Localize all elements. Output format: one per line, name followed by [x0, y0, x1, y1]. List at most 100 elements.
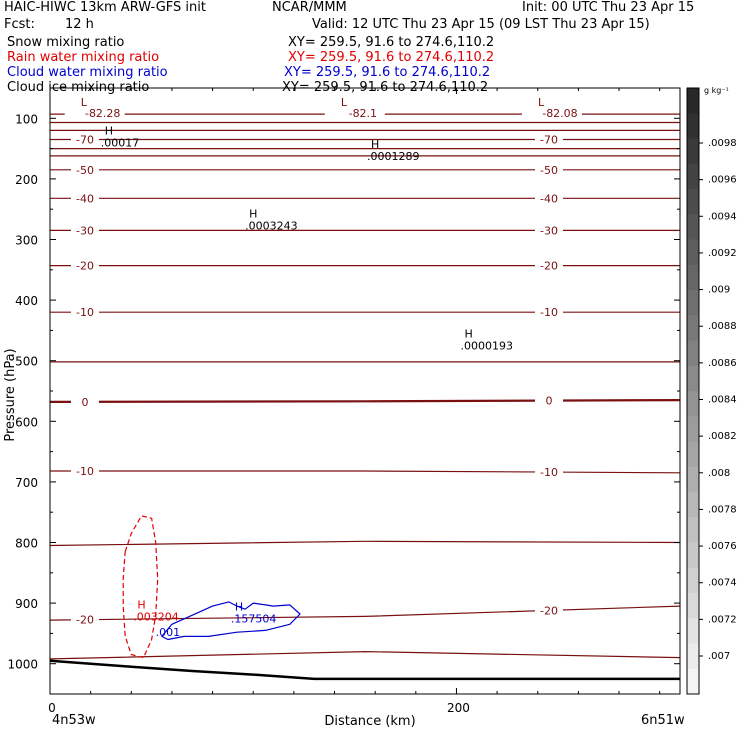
isotherm-label: -70: [76, 134, 94, 147]
isotherm-line: [50, 470, 681, 474]
colorbar-cell: [687, 441, 699, 468]
max-value: .0003243: [245, 220, 298, 233]
isotherm-label: -10: [540, 306, 558, 319]
min-value: -82.28: [85, 107, 120, 120]
y-tick-label: 1000: [7, 658, 38, 672]
terrain-line: [49, 659, 680, 681]
isotherm-line: [49, 650, 681, 660]
colorbar-label: .009: [708, 285, 730, 296]
min-value: -82.08: [542, 107, 577, 120]
colorbar-cell: [687, 340, 699, 367]
isotherm-label-bg: [71, 613, 99, 626]
isotherm-label: -30: [76, 224, 94, 237]
colorbar: g kg⁻¹ .0098 .0096 .0094 .0092 .009 .0088 .0086…: [686, 86, 737, 695]
isotherm-label: -10: [540, 466, 558, 479]
colorbar-label: .0078: [708, 504, 737, 515]
fcst-label: Fcst:: [4, 17, 35, 32]
title-left: HAIC-HIWC 13km ARW-GFS init: [4, 0, 206, 15]
colorbar-label: .0094: [708, 211, 737, 222]
min-marker: L: [538, 96, 545, 109]
min-label-bg: [521, 96, 582, 118]
colorbar-frame: [686, 87, 700, 695]
isotherm-label-bg: [535, 604, 563, 617]
field-xy-cloud-water: XY= 259.5, 91.6 to 274.6,110.2: [284, 65, 491, 80]
isotherm-label-bg: [535, 259, 563, 272]
field-xy-rain: XY= 259.5, 91.6 to 274.6,110.2: [288, 50, 495, 65]
isotherm-label: -30: [540, 224, 558, 237]
y-tick-label: 800: [15, 537, 38, 551]
colorbar-label: .0072: [708, 614, 737, 625]
max-value: .001: [156, 626, 181, 639]
isotherm-label-bg: [71, 224, 99, 237]
init-time: Init: 00 UTC Thu 23 Apr 15: [522, 0, 695, 15]
isotherm-label-bg: [71, 395, 99, 408]
isotherm-label-bg: [71, 192, 99, 205]
hydrometeor-contour-layer: [122, 515, 301, 659]
isotherm-label-bg: [71, 133, 99, 146]
colorbar-label: .007: [708, 651, 730, 662]
isotherm-label: -20: [540, 260, 558, 273]
x-axis-label: Distance (km): [324, 714, 415, 729]
colorbar-label: .0096: [708, 175, 737, 186]
colorbar-cell: [687, 492, 699, 518]
x-tick-label: 200: [447, 701, 470, 715]
isotherm-label-bg: [71, 306, 99, 319]
max-value: .0000193: [461, 340, 513, 353]
isotherm-label: 0: [546, 395, 553, 408]
colorbar-cell: [687, 416, 699, 442]
isotherm-label: -50: [76, 164, 94, 177]
isotherm-label: -70: [540, 134, 558, 147]
colorbar-label: .0084: [708, 395, 737, 406]
axis-layer: 100 200 300 400 500 600 700 800 900 1000 0 200 Dista…: [3, 88, 685, 729]
isotherm-line: [49, 605, 681, 621]
colorbar-cell: [687, 138, 699, 165]
colorbar-cell: [687, 290, 699, 316]
isotherm-label-bg: [71, 163, 99, 176]
field-label-rain: Rain water mixing ratio: [7, 50, 160, 65]
colorbar-label: .0082: [708, 431, 737, 442]
y-axis-label: Pressure (hPa): [3, 348, 18, 441]
isotherm-label-bg: [71, 464, 99, 477]
y-tick-label: 600: [15, 415, 38, 429]
colorbar-cell: [687, 214, 699, 240]
isotherm-label: -20: [540, 604, 558, 617]
colorbar-cell: [687, 567, 699, 594]
max-marker: H: [235, 600, 243, 613]
y-tick-label: 700: [15, 476, 38, 490]
colorbar-label: .0086: [708, 358, 737, 369]
fcst-value: 12 h: [65, 17, 94, 32]
max-marker: H: [249, 208, 257, 221]
min-marker: L: [341, 96, 348, 109]
colorbar-cell: [687, 163, 699, 190]
isotherm-label-bg: [535, 224, 563, 237]
colorbar-cell: [687, 668, 699, 695]
y-tick-label: 400: [15, 294, 38, 308]
min-value: -82.1: [349, 107, 377, 120]
isotherm-label: -20: [76, 260, 94, 273]
colorbar-label: .0076: [708, 541, 737, 552]
max-value: .003204: [133, 610, 179, 623]
colorbar-cell: [687, 189, 699, 215]
max-marker: H: [371, 138, 379, 151]
left-endpoint-label: 4n53w: [52, 713, 96, 728]
max-marker: H: [105, 125, 113, 138]
isotherm-label: -50: [540, 164, 558, 177]
colorbar-cell: [687, 239, 699, 266]
valid-time: Valid: 12 UTC Thu 23 Apr 15 (09 LST Thu …: [312, 17, 650, 32]
colorbar-cell: [687, 113, 699, 139]
isotherm-layer: -80-80-70-70-50-50-40-40-30-30-20-20-10-…: [49, 96, 681, 660]
field-label-cloud-water: Cloud water mixing ratio: [7, 65, 168, 80]
colorbar-cell: [687, 264, 699, 291]
isotherm-label: -40: [76, 192, 94, 205]
y-tick-label: 300: [15, 234, 38, 248]
max-value: .157504: [231, 612, 277, 625]
cloud-water-contour: [161, 601, 301, 641]
y-tick-label: 100: [15, 112, 38, 126]
isotherm-label-bg: [535, 394, 563, 407]
x-tick-label: 0: [48, 701, 56, 715]
colorbar-cell: [687, 466, 699, 493]
isotherm-label: -10: [76, 465, 94, 478]
max-value: .0001289: [367, 150, 420, 163]
isotherm-label: -10: [76, 306, 94, 319]
